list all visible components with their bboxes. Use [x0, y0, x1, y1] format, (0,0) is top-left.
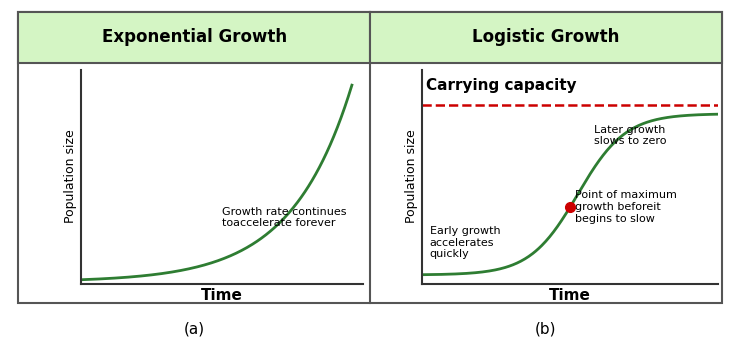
Text: (a): (a) — [184, 321, 205, 337]
X-axis label: Time: Time — [201, 288, 243, 303]
X-axis label: Time: Time — [549, 288, 591, 303]
Y-axis label: Population size: Population size — [404, 130, 418, 223]
Text: Growth rate continues
toaccelerate forever: Growth rate continues toaccelerate forev… — [222, 207, 346, 228]
Text: Exponential Growth: Exponential Growth — [102, 29, 287, 46]
Y-axis label: Population size: Population size — [64, 130, 77, 223]
Bar — [18, 12, 722, 303]
Text: Later growth
slows to zero: Later growth slows to zero — [594, 125, 666, 147]
Text: Point of maximum
growth beforeit
begins to slow: Point of maximum growth beforeit begins … — [576, 190, 677, 223]
Text: (b): (b) — [535, 321, 556, 337]
Bar — [18, 12, 370, 63]
Text: Logistic Growth: Logistic Growth — [472, 29, 620, 46]
Text: Carrying capacity: Carrying capacity — [426, 78, 576, 93]
Bar — [370, 12, 722, 63]
Text: Early growth
accelerates
quickly: Early growth accelerates quickly — [430, 226, 500, 259]
